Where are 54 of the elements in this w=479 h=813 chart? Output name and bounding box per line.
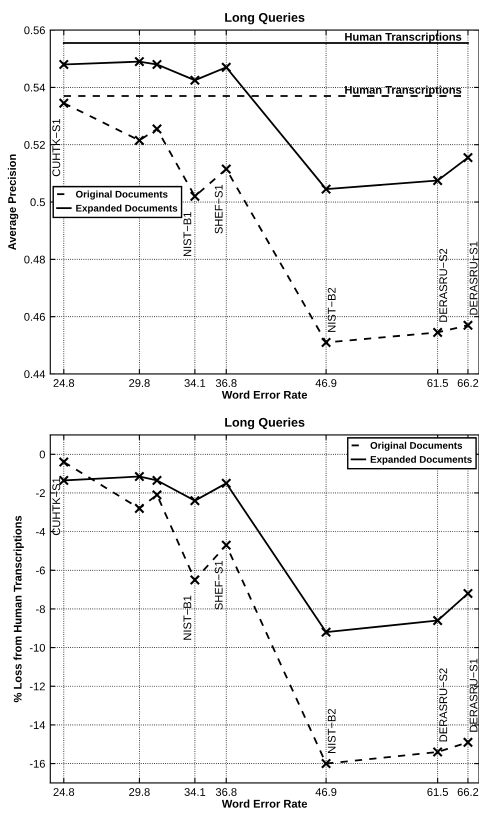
y-tick-label: 0.44	[24, 370, 46, 378]
x-tick-label: 66.2	[458, 788, 478, 796]
x-tick-label: 24.8	[54, 788, 74, 796]
x-tick-label: 61.5	[427, 379, 448, 388]
legend-label: Original Documents	[370, 442, 462, 451]
chart-title: Long Queries	[225, 12, 304, 24]
x-tick-label: 46.9	[316, 379, 336, 388]
annotation: SHEF−S1	[214, 560, 223, 610]
x-tick-label: 46.9	[316, 788, 336, 796]
annotation: CUHTK−S1	[52, 478, 60, 536]
annotation: SHEF−S1	[214, 184, 223, 234]
x-tick-label: 29.8	[129, 379, 150, 388]
annotation: DERASRU−S2	[439, 248, 448, 322]
y-tick-label: 0.5	[30, 198, 45, 206]
annotation: NIST−B1	[183, 212, 192, 256]
annotation: NIST−B1	[183, 596, 192, 640]
y-tick-label: -8	[36, 605, 45, 614]
x-tick-label: 36.8	[216, 788, 237, 796]
annotation: NIST−B2	[328, 709, 336, 753]
y-tick-label: -10	[30, 644, 45, 652]
x-axis-title: Word Error Rate	[222, 390, 308, 399]
y-tick-label: 0.52	[24, 140, 45, 149]
annotation: DERASRU−S1	[470, 658, 478, 732]
y-tick-label: 0.48	[24, 256, 45, 264]
x-tick-label: 66.2	[458, 379, 478, 388]
ref-line-label: Human Transcriptions	[345, 86, 462, 96]
legend-label: Original Documents	[76, 190, 168, 200]
x-tick-label: 61.5	[427, 788, 448, 796]
annotation: NIST−B2	[328, 288, 336, 332]
x-tick-label: 34.1	[184, 788, 206, 796]
y-tick-label: 0.54	[24, 84, 46, 92]
legend-label: Expanded Documents	[76, 204, 178, 214]
y-tick-label: 0.46	[24, 312, 45, 321]
x-tick-label: 29.8	[129, 788, 150, 796]
x-axis-title: Word Error Rate	[222, 800, 308, 808]
y-tick-label: 0	[40, 450, 45, 458]
y-tick-label: -6	[36, 566, 45, 574]
y-tick-label: -4	[36, 528, 46, 536]
annotation: DERASRU−S1	[470, 242, 478, 315]
y-tick-label: -16	[30, 760, 45, 768]
annotation: CUHTK−S1	[52, 118, 60, 176]
chart-title: Long Queries	[225, 418, 304, 430]
y-axis-title: % Loss from Human Transcriptions	[13, 516, 24, 702]
y-tick-label: -12	[30, 682, 45, 690]
x-tick-label: 24.8	[54, 379, 74, 388]
y-tick-label: -2	[36, 489, 45, 497]
x-tick-label: 36.8	[216, 379, 237, 388]
annotation: DERASRU−S2	[439, 668, 448, 742]
y-tick-label: 0.56	[24, 26, 45, 34]
y-axis-title: Average Precision	[8, 154, 18, 250]
y-tick-label: -14	[30, 721, 46, 729]
x-tick-label: 34.1	[184, 379, 206, 388]
ref-line-label: Human Transcriptions	[345, 32, 462, 43]
legend-label: Expanded Documents	[370, 456, 472, 465]
